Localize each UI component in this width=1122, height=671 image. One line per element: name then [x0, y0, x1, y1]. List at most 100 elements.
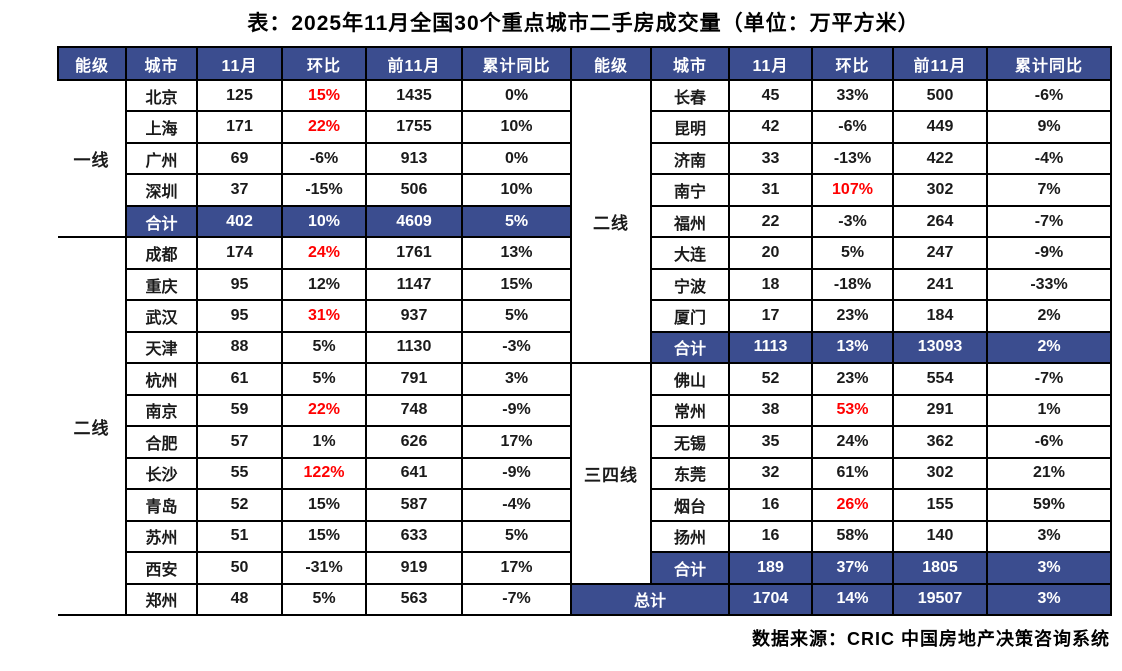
subtotal-value-cell: 37%: [811, 551, 894, 585]
header-cell: 累计同比: [461, 46, 572, 81]
city-cell: 厦门: [650, 299, 730, 333]
city-cell: 苏州: [125, 519, 198, 554]
nov-value-cell: 20: [728, 236, 813, 270]
city-cell: 福州: [650, 204, 730, 239]
prev11-value-cell: 587: [365, 488, 463, 522]
prev11-value-cell: 791: [365, 362, 463, 396]
city-row: 上海 171 22% 1755 10%: [58, 110, 572, 144]
city-cell: 佛山: [650, 362, 730, 396]
yoy-value-cell: 0%: [461, 78, 572, 113]
yoy-value-cell: 7%: [986, 173, 1112, 207]
prev11-value-cell: 302: [892, 173, 988, 207]
nov-value-cell: 61: [196, 362, 283, 396]
yoy-value-cell: -9%: [461, 456, 572, 491]
nov-value-cell: 16: [728, 488, 813, 522]
mom-value-cell: -3%: [811, 204, 894, 239]
nov-value-cell: 95: [196, 267, 283, 302]
prev11-value-cell: 633: [365, 519, 463, 554]
yoy-value-cell: 13%: [461, 236, 572, 270]
nov-value-cell: 48: [196, 582, 283, 616]
nov-value-cell: 32: [728, 456, 813, 491]
mom-value-cell: -31%: [281, 551, 367, 585]
prev11-value-cell: 641: [365, 456, 463, 491]
city-cell: 深圳: [125, 173, 198, 207]
tables-container: 能级 城市 11月 环比 前11月 累计同比 一线 北京 125 15% 1435 0% 上海 171 22…: [57, 46, 1122, 616]
subtotal-value-cell: 5%: [461, 204, 572, 239]
prev11-value-cell: 506: [365, 173, 463, 207]
header-cell: 城市: [650, 46, 730, 81]
yoy-value-cell: 10%: [461, 110, 572, 144]
city-row: 烟台 16 26% 155 59%: [571, 488, 1112, 522]
nov-value-cell: 59: [196, 393, 283, 428]
city-cell: 烟台: [650, 488, 730, 522]
grand-total-value-cell: 19507: [892, 582, 988, 616]
prev11-value-cell: 1761: [365, 236, 463, 270]
yoy-value-cell: 15%: [461, 267, 572, 302]
mom-value-cell: 5%: [281, 362, 367, 396]
city-row: 扬州 16 58% 140 3%: [571, 519, 1112, 554]
city-cell: 广州: [125, 141, 198, 176]
nov-value-cell: 37: [196, 173, 283, 207]
header-row: 能级 城市 11月 环比 前11月 累计同比: [570, 46, 1112, 81]
city-cell: 武汉: [125, 299, 198, 333]
nov-value-cell: 57: [196, 425, 283, 459]
prev11-value-cell: 362: [892, 425, 988, 459]
city-cell: 上海: [125, 110, 198, 144]
header-cell: 能级: [570, 46, 652, 81]
yoy-value-cell: -6%: [986, 425, 1112, 459]
city-row: 福州 22 -3% 264 -7%: [571, 204, 1112, 239]
city-row: 青岛 52 15% 587 -4%: [58, 488, 572, 522]
city-row: 济南 33 -13% 422 -4%: [571, 141, 1112, 176]
city-row: 长沙 55 122% 641 -9%: [58, 456, 572, 491]
subtotal-label-cell: 合计: [650, 551, 730, 585]
data-source: 数据来源：CRIC 中国房地产决策咨询系统: [752, 629, 1110, 649]
mom-value-cell: 122%: [281, 456, 367, 491]
grand-total-value-cell: 3%: [986, 582, 1112, 616]
yoy-value-cell: 9%: [986, 110, 1112, 144]
nov-value-cell: 95: [196, 299, 283, 333]
prev11-value-cell: 500: [892, 78, 988, 113]
prev11-value-cell: 913: [365, 141, 463, 176]
mom-value-cell: 5%: [281, 330, 367, 365]
mom-value-cell: 15%: [281, 78, 367, 113]
city-row: 昆明 42 -6% 449 9%: [571, 110, 1112, 144]
subtotal-row: 合计 1113 13% 13093 2%: [571, 330, 1112, 365]
prev11-value-cell: 1435: [365, 78, 463, 113]
city-row: 西安 50 -31% 919 17%: [58, 551, 572, 585]
mom-value-cell: 31%: [281, 299, 367, 333]
nov-value-cell: 17: [728, 299, 813, 333]
prev11-value-cell: 937: [365, 299, 463, 333]
prev11-value-cell: 748: [365, 393, 463, 428]
subtotal-label-cell: 合计: [650, 330, 730, 365]
city-row: 三四线 佛山 52 23% 554 -7%: [570, 362, 1112, 585]
city-cell: 郑州: [125, 582, 198, 616]
prev11-value-cell: 563: [365, 582, 463, 616]
nov-value-cell: 45: [728, 78, 813, 113]
prev11-value-cell: 184: [892, 299, 988, 333]
subtotal-row: 合计 189 37% 1805 3%: [571, 551, 1112, 585]
city-row: 南京 59 22% 748 -9%: [58, 393, 572, 428]
nov-value-cell: 42: [728, 110, 813, 144]
mom-value-cell: 107%: [811, 173, 894, 207]
city-row: 厦门 17 23% 184 2%: [571, 299, 1112, 333]
prev11-value-cell: 1147: [365, 267, 463, 302]
left-table: 能级 城市 11月 环比 前11月 累计同比 一线 北京 125 15% 1435 0% 上海 171 22…: [57, 46, 572, 616]
mom-value-cell: 15%: [281, 519, 367, 554]
mom-value-cell: 23%: [811, 362, 894, 396]
nov-value-cell: 33: [728, 141, 813, 176]
city-row: 武汉 95 31% 937 5%: [58, 299, 572, 333]
city-cell: 青岛: [125, 488, 198, 522]
city-cell: 大连: [650, 236, 730, 270]
city-row: 杭州 61 5% 791 3%: [58, 362, 572, 396]
tier-cell: 二线: [58, 236, 127, 616]
nov-value-cell: 35: [728, 425, 813, 459]
city-row: 宁波 18 -18% 241 -33%: [571, 267, 1112, 302]
mom-value-cell: 61%: [811, 456, 894, 491]
city-cell: 合肥: [125, 425, 198, 459]
nov-value-cell: 125: [196, 78, 283, 113]
city-row: 郑州 48 5% 563 -7%: [58, 582, 572, 616]
prev11-value-cell: 241: [892, 267, 988, 302]
city-cell: 北京: [125, 78, 198, 113]
yoy-value-cell: 3%: [461, 362, 572, 396]
city-row: 重庆 95 12% 1147 15%: [58, 267, 572, 302]
